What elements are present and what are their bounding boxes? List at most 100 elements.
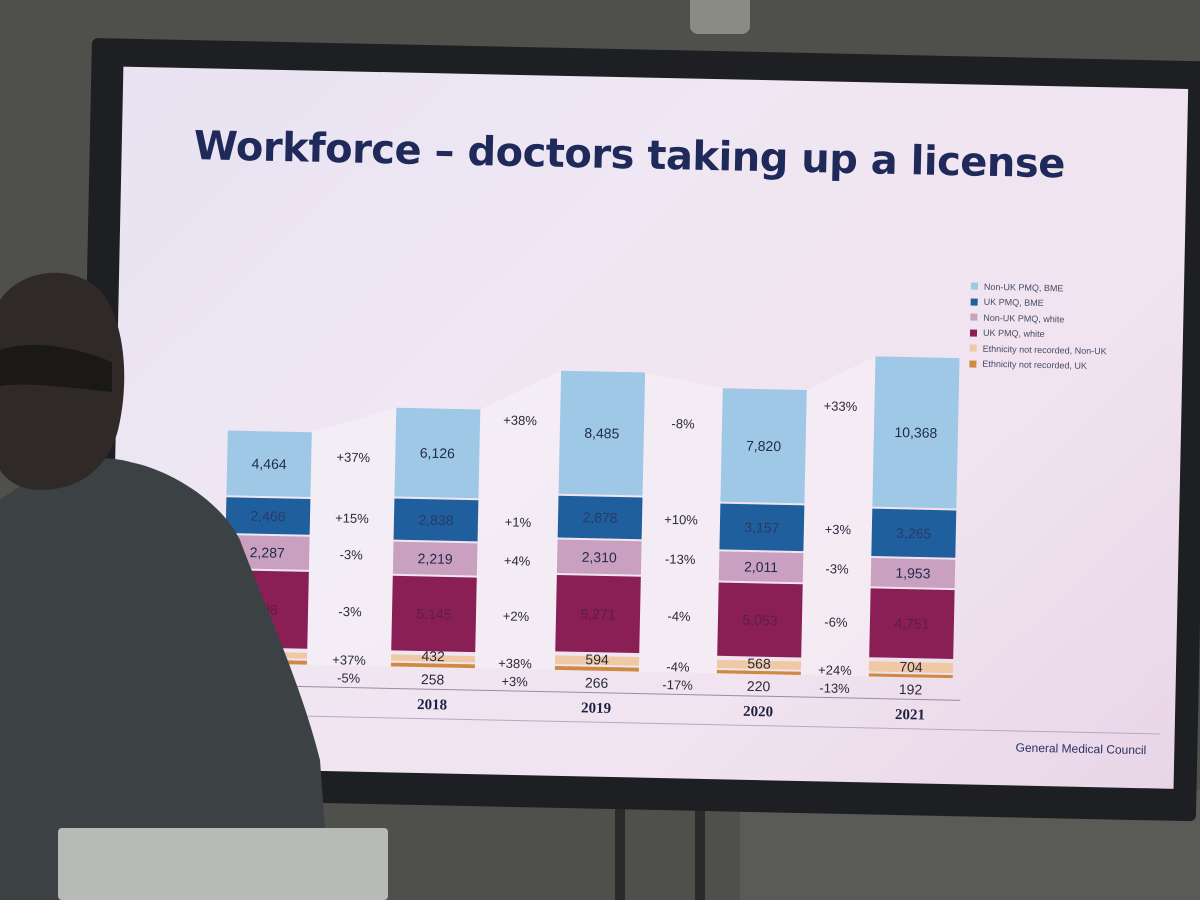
connector-band bbox=[306, 407, 397, 667]
footer-organisation: General Medical Council bbox=[1015, 740, 1147, 758]
change-label: +2% bbox=[503, 608, 530, 624]
value-label: 594 bbox=[585, 651, 609, 667]
change-label: -8% bbox=[671, 416, 695, 431]
bar-segment-uk_pmq_bme-2019 bbox=[557, 495, 643, 540]
legend-swatch bbox=[969, 360, 977, 368]
bar-segment-ethnicity_not_recorded_uk-2017 bbox=[222, 658, 308, 665]
bar-segment-non_uk_pmq_white-2021 bbox=[870, 558, 956, 589]
change-label: +24% bbox=[818, 662, 852, 678]
value-label: 298 bbox=[254, 601, 278, 617]
bar-segment-non_uk_pmq_white-2019 bbox=[556, 539, 642, 575]
value-label: 10,368 bbox=[894, 424, 937, 441]
legend-swatch bbox=[970, 313, 978, 321]
bar-segment-ethnicity_not_recorded_uk-2021 bbox=[868, 673, 953, 679]
value-label: 4,464 bbox=[251, 455, 287, 472]
change-label: -4% bbox=[667, 608, 691, 623]
value-label: 1,953 bbox=[895, 565, 931, 582]
value-label: 2,011 bbox=[744, 558, 779, 575]
connector-band bbox=[474, 370, 562, 670]
bar-segment-uk_pmq_white-2018 bbox=[391, 575, 477, 653]
change-label: -13% bbox=[665, 551, 696, 567]
bar-segment-non_uk_pmq_white-2018 bbox=[392, 541, 478, 576]
x-tick-label: 2021 bbox=[895, 707, 925, 724]
bar-segment-non_uk_pmq_bme-2019 bbox=[558, 370, 646, 496]
bar-segment-uk_pmq_bme-2021 bbox=[871, 508, 957, 558]
change-label: +37% bbox=[336, 449, 370, 465]
value-label: 3,157 bbox=[744, 519, 780, 536]
change-label: -5% bbox=[337, 670, 361, 685]
bar-segment-uk_pmq_bme-2018 bbox=[393, 498, 479, 542]
bar-segment-ethnicity_not_recorded_uk-2020 bbox=[716, 670, 801, 675]
change-label: -17% bbox=[662, 677, 693, 693]
legend-item-ethnicity_not_recorded_uk: Ethnicity not recorded, UK bbox=[969, 356, 1106, 374]
bar-segment-non_uk_pmq_bme-2020 bbox=[720, 388, 807, 504]
value-label: 4,751 bbox=[894, 615, 930, 632]
x-tick-label: 2018 bbox=[417, 697, 447, 714]
x-tick-label: 2019 bbox=[581, 700, 611, 717]
value-label: 2,310 bbox=[582, 549, 618, 566]
legend-swatch bbox=[969, 344, 977, 352]
legend-swatch bbox=[970, 298, 978, 306]
change-label: +3% bbox=[825, 522, 852, 538]
bar-segment-uk_pmq_bme-2020 bbox=[719, 503, 805, 552]
change-label: +37% bbox=[332, 652, 366, 668]
bar-segment-ethnicity_not_recorded_non_uk-2021 bbox=[868, 661, 954, 674]
legend-label: UK PMQ, BME bbox=[983, 296, 1044, 309]
value-label: 5,145 bbox=[416, 606, 452, 623]
ceiling-camera-mount bbox=[690, 0, 750, 34]
value-label: 704 bbox=[899, 659, 923, 675]
bar-segment-ethnicity_not_recorded_uk-2019 bbox=[554, 665, 639, 672]
value-label: 266 bbox=[585, 674, 609, 690]
change-label: +1% bbox=[505, 514, 532, 530]
x-tick-label: 2020 bbox=[743, 704, 773, 721]
connector-band bbox=[800, 356, 876, 677]
stacked-bar-chart: 298 2,287 2,466 4,464 258 432 5,145 2,219 2,838 6… bbox=[170, 356, 961, 724]
change-label: +3% bbox=[501, 674, 528, 690]
lectern-laptop bbox=[58, 828, 388, 900]
bar-segment-ethnicity_not_recorded_non_uk-2017 bbox=[223, 650, 308, 659]
legend-label: UK PMQ, white bbox=[982, 327, 1045, 340]
change-label: -13% bbox=[819, 680, 850, 696]
connector-band bbox=[638, 372, 723, 674]
value-label: 6,126 bbox=[420, 445, 456, 462]
change-label: -6% bbox=[824, 614, 848, 629]
bar-segment-uk_pmq_white-2021 bbox=[869, 588, 955, 659]
bar-segment-uk_pmq_white-2020 bbox=[717, 582, 803, 658]
monitor: Workforce – doctors taking up a license … bbox=[76, 38, 1200, 822]
bar-segment-ethnicity_not_recorded_non_uk-2018 bbox=[391, 654, 476, 663]
change-label: +10% bbox=[664, 512, 698, 528]
bar-segment-non_uk_pmq_bme-2021 bbox=[872, 356, 960, 509]
change-label: -3% bbox=[338, 604, 362, 619]
legend-label: Ethnicity not recorded, Non-UK bbox=[982, 343, 1107, 357]
presentation-slide: Workforce – doctors taking up a license … bbox=[108, 66, 1189, 789]
bar-segment-ethnicity_not_recorded_non_uk-2019 bbox=[554, 655, 640, 666]
change-label: +15% bbox=[335, 510, 369, 526]
value-label: 2,466 bbox=[250, 508, 286, 525]
value-label: 5,271 bbox=[580, 606, 616, 623]
change-label: -3% bbox=[825, 561, 849, 576]
bar-segment-non_uk_pmq_white-2020 bbox=[718, 551, 804, 583]
bar-segment-non_uk_pmq_bme-2018 bbox=[394, 407, 481, 499]
value-label: 2,219 bbox=[417, 550, 453, 567]
change-label: -4% bbox=[666, 659, 690, 674]
change-label: +4% bbox=[504, 553, 531, 569]
value-label: 258 bbox=[421, 671, 445, 687]
change-label: -3% bbox=[340, 547, 364, 562]
value-label: 7,820 bbox=[746, 437, 782, 454]
change-label: +38% bbox=[503, 413, 537, 429]
value-label: 192 bbox=[899, 681, 923, 697]
legend-label: Non-UK PMQ, BME bbox=[983, 281, 1064, 294]
value-label: 568 bbox=[747, 655, 771, 671]
legend-label: Non-UK PMQ, white bbox=[983, 312, 1065, 325]
value-label: 2,838 bbox=[418, 512, 454, 529]
value-label: 2,878 bbox=[582, 509, 618, 526]
value-label: 3,265 bbox=[896, 525, 932, 542]
change-label: +38% bbox=[498, 656, 532, 672]
value-label: 8,485 bbox=[584, 425, 620, 442]
value-label: 432 bbox=[421, 648, 445, 664]
bar-segment-uk_pmq_white-2019 bbox=[555, 574, 641, 654]
chart-legend: Non-UK PMQ, BME UK PMQ, BME Non-UK PMQ, wh… bbox=[969, 278, 1108, 374]
legend-label: Ethnicity not recorded, UK bbox=[982, 358, 1088, 372]
legend-swatch bbox=[970, 282, 979, 290]
value-label: 220 bbox=[747, 678, 771, 694]
